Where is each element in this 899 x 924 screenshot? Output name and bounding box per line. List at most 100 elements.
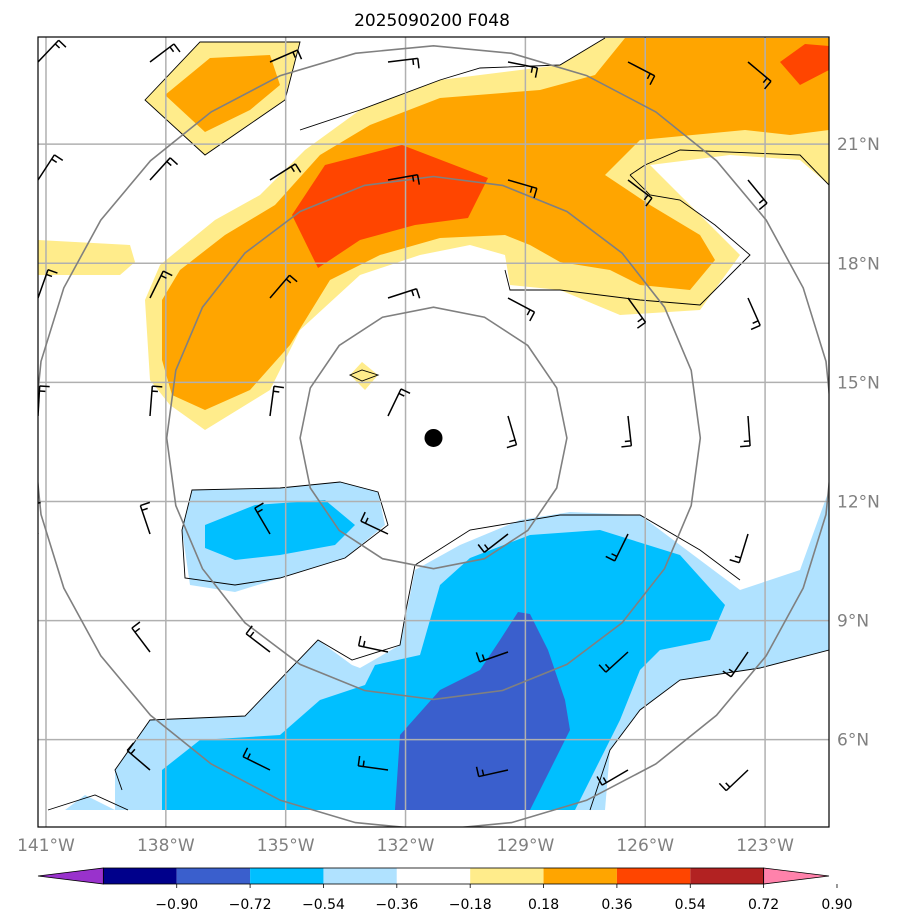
lon-tick-label-4: 129°W [497,836,555,856]
lat-tick-label-2: 12°N [837,492,880,512]
wind-barb-3 [387,57,420,69]
contour-line-small [348,369,380,382]
wind-barb-12 [627,179,653,207]
figure-title: 2025090200 F048 [354,11,510,31]
lon-tick-label-1: 138°W [137,836,195,856]
royal-blue-fill-south [395,612,570,810]
wind-barb-0 [38,39,67,63]
colorbar-segment-7 [616,868,691,884]
red-orange-fill-center [292,145,488,268]
colorbar-segment-5 [470,868,544,884]
colorbar-label-2: −0.54 [302,897,345,913]
colorbar-label-6: 0.36 [601,897,632,913]
wind-barb-20 [747,297,761,331]
deep-sky-blue-fill-west [205,500,355,560]
contour-lines [47,37,829,811]
wind-barb-4 [507,61,539,78]
wind-barb-33 [605,533,629,562]
wind-barb-1 [149,43,181,63]
wind-barb-29 [139,501,151,535]
lat-tick-label-4: 18°N [837,254,880,274]
wind-barb-37 [245,625,271,653]
red-orange-fill-northeast [780,44,829,85]
lat-tick-label-0: 6°N [837,731,869,751]
contour-line-west-blob [181,481,389,586]
wind-barb-23 [269,385,285,417]
wind-barb-22 [149,385,163,417]
lon-tick-label-3: 132°W [377,836,435,856]
wind-barb-44 [242,747,271,771]
colorbar-extend-high [763,867,830,885]
wind-barb-39 [475,651,509,663]
wind-barb-31 [360,511,389,535]
wind-barb-11 [507,179,538,199]
wind-barb-14 [38,269,58,299]
wind-barb-34 [729,533,749,564]
colorbar-segment-0 [103,868,177,884]
wind-barb-7 [38,154,64,181]
colorbar-label-1: −0.72 [229,897,272,913]
wind-barb-30 [254,502,271,535]
wind-barb-9 [269,163,302,181]
plot-area [38,37,829,827]
colorbar-segment-6 [543,868,617,884]
wind-barb-25 [506,415,518,449]
axes-frame [37,36,830,828]
lon-tick-label-0: 141°W [17,836,75,856]
colorbar-segment-2 [250,868,324,884]
range-ring-1 [165,175,702,701]
wind-barb-6 [747,61,772,90]
wind-barb-5 [627,61,656,86]
negative-anomaly-fills [38,482,829,810]
wind-barb-15 [149,270,173,299]
wind-barb-18 [507,297,536,322]
colorbar: −0.90 −0.72 −0.54 −0.36 −0.18 0.18 0.36 0.54 0.7… [37,867,853,913]
wind-barb-13 [747,179,768,211]
wind-barb-45 [357,755,389,771]
wind-barb-40 [598,651,629,673]
range-ring-0 [299,306,568,570]
gridlines [38,37,829,827]
wind-barb-41 [722,651,749,678]
wind-barb-21 [38,385,50,417]
contour-line-arc [299,37,829,306]
lon-tick-label-6: 123°W [736,836,794,856]
wind-barbs [38,39,772,792]
wind-barb-36 [131,621,151,653]
colorbar-segment-1 [176,868,251,884]
wind-barb-27 [740,415,751,448]
wind-barb-8 [149,157,179,181]
wind-barb-19 [627,297,647,329]
wind-barb-17 [387,288,421,299]
wind-barb-43 [126,742,151,771]
wind-barb-35 [38,650,39,652]
wind-barb-38 [357,635,389,653]
wind-barb-24 [387,388,411,417]
colorbar-extend-low [37,867,104,885]
colorbar-segment-3 [323,868,397,884]
wind-barb-16 [269,274,298,299]
positive-anomaly-fills [38,38,829,430]
colorbar-label-5: 0.18 [528,897,559,913]
wind-barb-2 [269,49,303,63]
light-yellow-fill-west [38,240,135,275]
lat-tick-label-1: 9°N [837,612,869,632]
lon-tick-label-5: 126°W [616,836,674,856]
latitude-tick-labels: 6°N 9°N 12°N 15°N 18°N 21°N [837,135,880,750]
wind-barb-47 [596,769,629,786]
colorbar-segment-8 [690,868,764,884]
colorbar-label-3: −0.36 [375,897,418,913]
lon-tick-label-2: 135°W [257,836,315,856]
wind-barb-48 [718,769,749,792]
wind-barb-32 [477,533,509,553]
wind-barb-28 [38,501,41,534]
range-ring-2 [38,44,829,827]
light-yellow-fill-small [350,362,378,390]
range-rings [38,44,829,827]
longitude-tick-labels: 141°W 138°W 135°W 132°W 129°W 126°W 123°W [17,836,794,856]
contour-line-north [144,41,301,156]
colorbar-outline [102,867,765,885]
wind-barb-46 [475,766,509,778]
lat-tick-label-5: 21°N [837,135,880,155]
colorbar-label-8: 0.72 [748,897,779,913]
